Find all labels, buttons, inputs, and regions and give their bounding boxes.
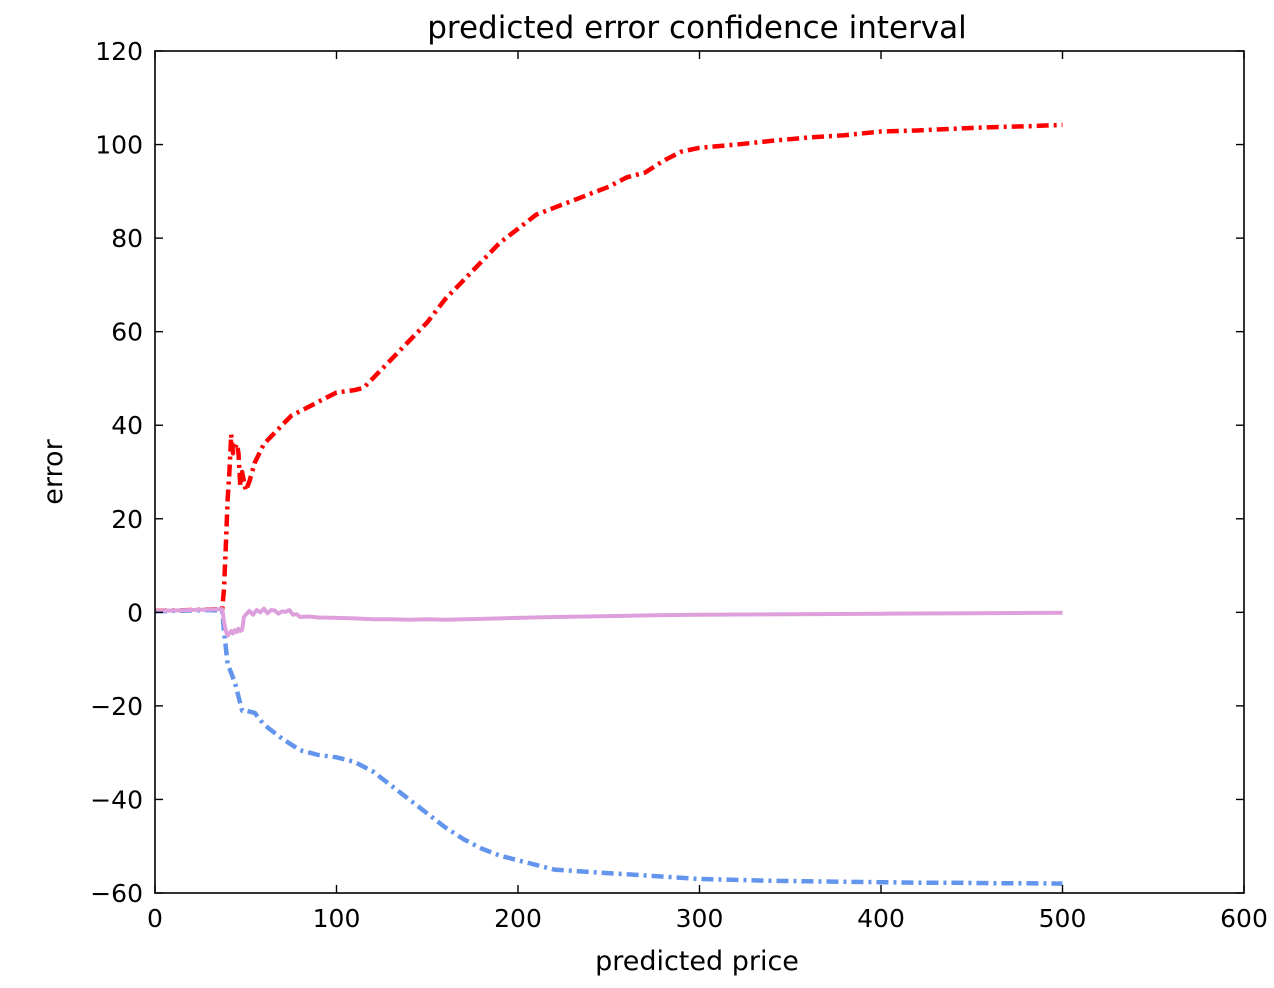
chart-title: predicted error confidence interval — [427, 10, 967, 46]
x-tick-label: 300 — [676, 904, 724, 933]
series-line-3 — [154, 606, 1063, 638]
y-axis-label: error — [38, 438, 69, 504]
series-layer — [154, 122, 1063, 886]
y-tick-label: 40 — [111, 411, 143, 440]
y-tick-label: −60 — [90, 879, 143, 908]
y-tick-label: 120 — [95, 37, 143, 66]
y-tick-label: 100 — [95, 131, 143, 160]
y-tick-label: 0 — [127, 598, 143, 627]
x-axis-label: predicted price — [595, 946, 799, 977]
x-tick-label: 100 — [313, 904, 361, 933]
series-line-1 — [154, 122, 1063, 614]
y-tick-label: −40 — [90, 785, 143, 814]
y-tick-label: −20 — [90, 692, 143, 721]
series-line-2 — [154, 607, 1063, 886]
x-tick-label: 400 — [857, 904, 905, 933]
x-tick-label: 600 — [1220, 904, 1268, 933]
tick-labels-layer: 0 100 200 300 400 500 600 −60 −40 −20 0 20 40 60 80 100… — [90, 37, 1268, 933]
ticks-layer — [154, 50, 1245, 894]
x-tick-label: 0 — [147, 904, 163, 933]
y-tick-label: 80 — [111, 224, 143, 253]
x-tick-label: 200 — [494, 904, 542, 933]
y-tick-label: 60 — [111, 318, 143, 347]
y-tick-label: 20 — [111, 505, 143, 534]
x-tick-label: 500 — [1039, 904, 1087, 933]
